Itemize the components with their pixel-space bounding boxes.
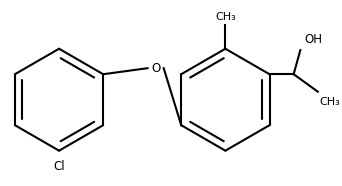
Text: Cl: Cl — [53, 160, 65, 173]
Text: OH: OH — [304, 33, 323, 46]
Text: O: O — [151, 62, 160, 75]
Text: CH₃: CH₃ — [215, 12, 236, 22]
Text: CH₃: CH₃ — [319, 97, 340, 107]
